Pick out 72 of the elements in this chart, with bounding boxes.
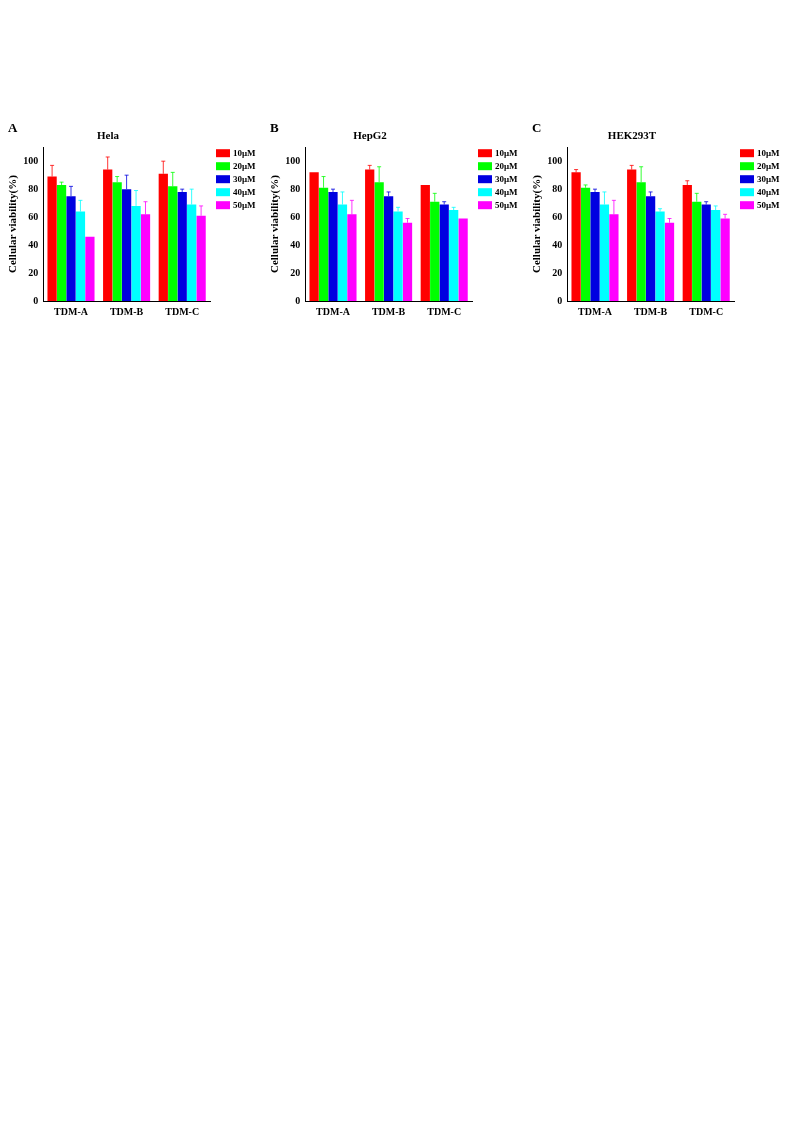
bar [365, 169, 375, 301]
y-tick-label: 40 [290, 238, 301, 250]
y-tick-label: 0 [33, 294, 39, 306]
bar [177, 191, 187, 301]
x-tick-label: TDM-B [371, 305, 406, 317]
legend-label: 30μM [233, 173, 257, 184]
legend-label: 30μM [495, 173, 519, 184]
bar [85, 236, 95, 301]
y-tick-label: 40 [552, 238, 563, 250]
x-tick-label: TDM-A [316, 305, 351, 317]
legend-label: 20μM [233, 160, 257, 171]
bar [402, 222, 413, 301]
y-tick-label: 20 [552, 266, 563, 278]
y-tick-label: 0 [295, 294, 301, 306]
bar [393, 211, 403, 301]
bar [449, 210, 459, 301]
x-tick-label: TDM-B [633, 305, 668, 317]
x-tick-label: TDM-A [54, 305, 89, 317]
text: C [532, 119, 542, 135]
y-tick-label: 80 [290, 182, 301, 194]
y-tick-label: 20 [290, 266, 301, 278]
bar [627, 169, 637, 301]
bar [720, 218, 730, 301]
legend-label: 20μM [495, 160, 519, 171]
bar [328, 191, 338, 301]
bar [655, 211, 665, 301]
legend-label: 50μM [233, 199, 257, 210]
y-tick-label: 100 [547, 154, 563, 166]
chart-title: HepG2 [353, 129, 388, 142]
bar [701, 204, 711, 301]
legend-label: 20μM [757, 160, 781, 171]
legend-label: 10μM [233, 147, 257, 158]
bar [56, 184, 67, 301]
y-axis-title: Cellular viability(%) [6, 174, 20, 274]
legend-label: 50μM [757, 199, 781, 210]
x-tick-label: TDM-C [165, 305, 200, 317]
x-tick-label: TDM-B [109, 305, 144, 317]
bar [458, 218, 468, 301]
y-tick-label: 60 [28, 210, 39, 222]
y-tick-label: 100 [285, 154, 301, 166]
bar [590, 191, 600, 301]
legend-label: 40μM [233, 186, 257, 197]
text: A [8, 119, 18, 135]
text: B [270, 119, 279, 135]
legend-label: 40μM [495, 186, 519, 197]
bar [420, 184, 430, 301]
y-tick-label: 60 [552, 210, 563, 222]
y-tick-label: 80 [28, 182, 39, 194]
y-tick-label: 60 [290, 210, 301, 222]
legend-label: 30μM [757, 173, 781, 184]
bar [682, 184, 692, 301]
y-tick-label: 0 [557, 294, 563, 306]
bar [571, 172, 581, 301]
legend-label: 40μM [757, 186, 781, 197]
x-tick-label: TDM-C [689, 305, 724, 317]
chart-title: Hela [97, 129, 120, 142]
y-axis-title: Cellular viability(%) [268, 174, 282, 274]
y-axis-title: Cellular viability(%) [530, 174, 544, 274]
x-tick-label: TDM-C [427, 305, 462, 317]
bar [664, 222, 675, 301]
bar [439, 204, 449, 301]
y-tick-label: 40 [28, 238, 39, 250]
bar [309, 172, 319, 301]
x-tick-label: TDM-A [578, 305, 613, 317]
bar [580, 187, 591, 301]
chart-title: HEK293T [607, 129, 657, 142]
legend-label: 10μM [757, 147, 781, 158]
y-tick-label: 80 [552, 182, 563, 194]
legend-label: 10μM [495, 147, 519, 158]
legend-label: 50μM [495, 199, 519, 210]
y-tick-label: 20 [28, 266, 39, 278]
y-tick-label: 100 [23, 154, 39, 166]
